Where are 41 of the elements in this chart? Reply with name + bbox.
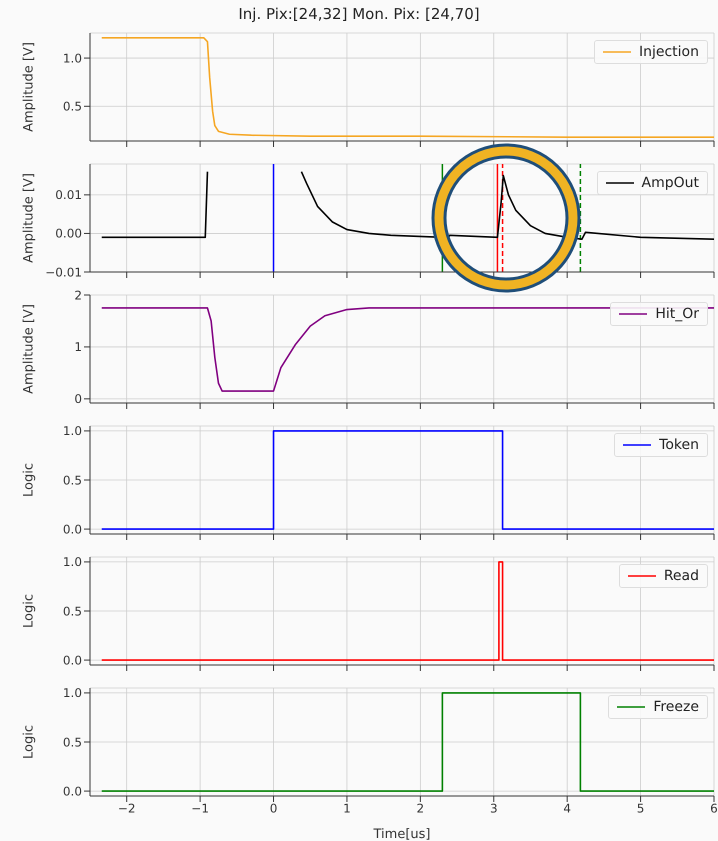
legend-label: Hit_Or <box>655 306 699 322</box>
y-tick-label: 1.0 <box>62 686 82 700</box>
x-tick-label: 2 <box>416 802 424 816</box>
y-axis-title: Amplitude [V] <box>22 173 37 263</box>
y-tick-label: 0.0 <box>62 653 82 668</box>
y-tick-label: −0.01 <box>45 265 82 280</box>
y-tick-label: 1.0 <box>62 424 82 438</box>
y-tick-label: 1.0 <box>62 51 82 66</box>
y-tick-label: 0.5 <box>62 473 82 488</box>
x-axis-title: Time[us] <box>372 827 430 841</box>
y-tick-label: 0 <box>74 392 82 406</box>
y-tick-label: 0.0 <box>62 784 82 798</box>
x-tick-label: −1 <box>191 802 209 816</box>
y-axis-title: Logic <box>22 463 37 497</box>
legend-label: AmpOut <box>642 175 699 191</box>
x-tick-label: 3 <box>490 802 498 816</box>
y-tick-label: 0.5 <box>62 100 82 114</box>
legend-label: Token <box>659 437 699 453</box>
x-tick-label: 6 <box>710 802 718 816</box>
line-series <box>100 37 714 138</box>
y-tick-label: 1 <box>74 340 82 354</box>
x-tick-label: 5 <box>636 802 644 816</box>
y-tick-label: 1.0 <box>62 555 82 570</box>
y-tick-label: 0.00 <box>55 226 82 241</box>
x-tick-label: 0 <box>270 802 278 816</box>
y-tick-label: 2 <box>74 288 82 302</box>
chart-title: Inj. Pix:[24,32] Mon. Pix: [24,70] <box>237 4 481 25</box>
y-tick-label: 0.0 <box>62 522 82 536</box>
x-tick-label: 1 <box>343 802 351 816</box>
x-tick-label: 4 <box>563 802 571 816</box>
legend-label: Read <box>664 568 699 584</box>
y-tick-label: 0.5 <box>62 604 82 618</box>
y-tick-label: 0.01 <box>55 188 82 202</box>
legend-label: Injection <box>638 44 699 60</box>
y-tick-label: 0.5 <box>62 735 82 750</box>
x-tick-label: −2 <box>118 802 136 816</box>
y-axis-title: Amplitude [V] <box>22 42 37 132</box>
y-axis-title: Amplitude [V] <box>22 304 37 394</box>
y-axis-title: Logic <box>22 725 37 759</box>
legend-label: Freeze <box>653 699 699 715</box>
y-axis-title: Logic <box>22 594 37 628</box>
